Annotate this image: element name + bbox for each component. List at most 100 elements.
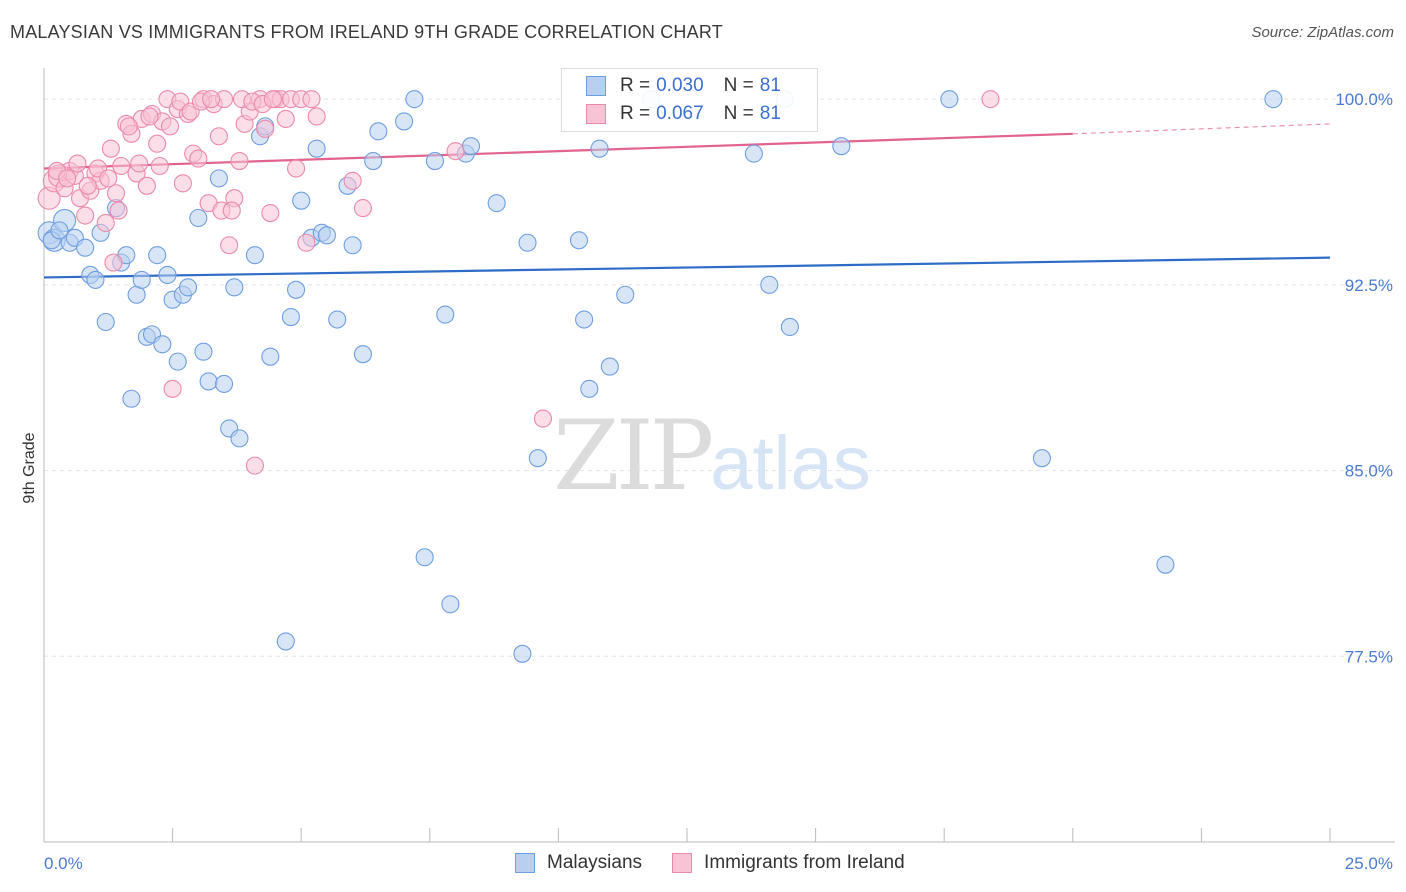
ireland-point — [78, 176, 97, 195]
ireland-point — [276, 109, 295, 129]
malaysians-point — [1032, 449, 1051, 468]
ireland-point — [104, 253, 123, 272]
legend-item-malaysians[interactable]: Malaysians — [515, 852, 642, 874]
ireland-point — [230, 151, 249, 171]
malaysians-point — [415, 548, 434, 567]
malaysians-point — [405, 90, 424, 109]
ireland-point — [353, 199, 372, 218]
malaysians-point — [209, 169, 228, 188]
malaysians-point — [96, 312, 115, 332]
legend-swatch-pink — [586, 104, 606, 124]
malaysians-point — [1156, 555, 1175, 574]
legend-item-ireland[interactable]: Immigrants from Ireland — [672, 852, 905, 874]
y-tick-label: 100.0% — [1335, 90, 1393, 109]
gridlines — [44, 98, 1395, 657]
ireland-point — [76, 206, 95, 225]
chart-title: MALAYSIAN VS IMMIGRANTS FROM IRELAND 9TH… — [10, 22, 723, 42]
malaysians-point — [600, 357, 619, 376]
series-legend: Malaysians Immigrants from Ireland — [515, 852, 935, 874]
malaysians-point — [230, 429, 249, 448]
malaysians-point — [343, 236, 362, 255]
ireland-point — [343, 171, 362, 190]
source-label: Source: ZipAtlas.com — [1251, 24, 1394, 41]
ireland-point — [137, 176, 156, 195]
malaysians-point — [148, 246, 167, 265]
malaysians-point — [1264, 90, 1283, 109]
legend-label-malaysians: Malaysians — [547, 852, 643, 873]
malaysians-point — [214, 374, 234, 393]
ireland-point — [109, 201, 128, 220]
ireland-point — [99, 169, 118, 188]
x-tick-label: 25.0% — [1345, 854, 1393, 873]
r-label: R = — [620, 103, 651, 124]
ireland-point — [287, 159, 306, 178]
ireland-point — [148, 134, 167, 153]
ireland-point — [150, 156, 169, 176]
ireland-point — [261, 203, 280, 223]
ireland-point — [101, 139, 120, 158]
n-label: N = — [723, 75, 754, 96]
y-tick-label: 77.5% — [1345, 647, 1393, 666]
malaysians-point — [328, 310, 347, 329]
malaysians-point — [518, 233, 537, 252]
malaysians-point — [441, 595, 460, 614]
ireland-point — [302, 90, 321, 109]
malaysians-point — [461, 137, 481, 156]
malaysians-point — [261, 347, 280, 366]
malaysians-point — [364, 151, 383, 171]
stats-legend-row-malaysians: R = 0.030 N = 81 — [586, 73, 781, 99]
malaysians-point — [50, 221, 69, 240]
stats-legend: R = 0.030 N = 81 R = 0.067 N = 81 — [561, 68, 818, 132]
malaysians-point — [276, 632, 295, 651]
malaysians-point — [307, 139, 326, 158]
malaysians-point — [178, 278, 198, 297]
ireland-point — [533, 409, 553, 428]
malaysians-point — [168, 352, 187, 371]
ireland-point — [58, 169, 77, 188]
legend-swatch-pink — [672, 853, 693, 873]
malaysians-point — [580, 379, 599, 398]
malaysians-point — [76, 238, 95, 257]
ireland-point — [173, 174, 192, 193]
malaysians-point — [487, 194, 506, 213]
y-axis-label: 9th Grade — [21, 432, 38, 503]
malaysians-point — [194, 342, 213, 361]
r-value: 0.067 — [656, 103, 704, 124]
malaysians-point — [395, 112, 414, 131]
malaysians-point — [436, 305, 455, 324]
ireland-point — [68, 154, 87, 173]
r-label: R = — [620, 75, 651, 96]
ireland-point — [140, 107, 159, 126]
x-tick-label: 0.0% — [44, 854, 83, 873]
ireland-point — [446, 142, 465, 161]
malaysians-point — [153, 335, 172, 354]
malaysians-point — [513, 644, 532, 663]
malaysians-point — [158, 265, 177, 285]
malaysians-point — [281, 307, 300, 327]
malaysians-point — [225, 278, 244, 297]
ireland-point — [163, 379, 182, 398]
malaysians-point — [760, 275, 779, 294]
ireland-point — [112, 156, 131, 176]
malaysians-point — [245, 246, 264, 265]
malaysians-point — [575, 310, 594, 329]
malaysians-point — [122, 389, 141, 408]
ireland-point — [256, 119, 275, 138]
ireland-point — [202, 90, 221, 109]
malaysians-point — [287, 280, 306, 299]
ireland-point — [220, 236, 239, 255]
ireland-point — [222, 201, 241, 220]
r-value: 0.030 — [656, 75, 704, 96]
malaysians-point — [780, 317, 799, 337]
ireland-point — [160, 117, 180, 136]
malaysians-point — [317, 226, 336, 245]
ireland-trend-line — [43, 132, 1073, 170]
n-value: 81 — [759, 75, 781, 96]
ireland-point — [130, 154, 149, 173]
legend-label-ireland: Immigrants from Ireland — [704, 852, 905, 873]
ireland-trend-extension — [1072, 123, 1331, 135]
malaysians-point — [744, 144, 763, 163]
y-tick-label: 85.0% — [1345, 462, 1393, 481]
malaysians-point — [528, 449, 547, 468]
